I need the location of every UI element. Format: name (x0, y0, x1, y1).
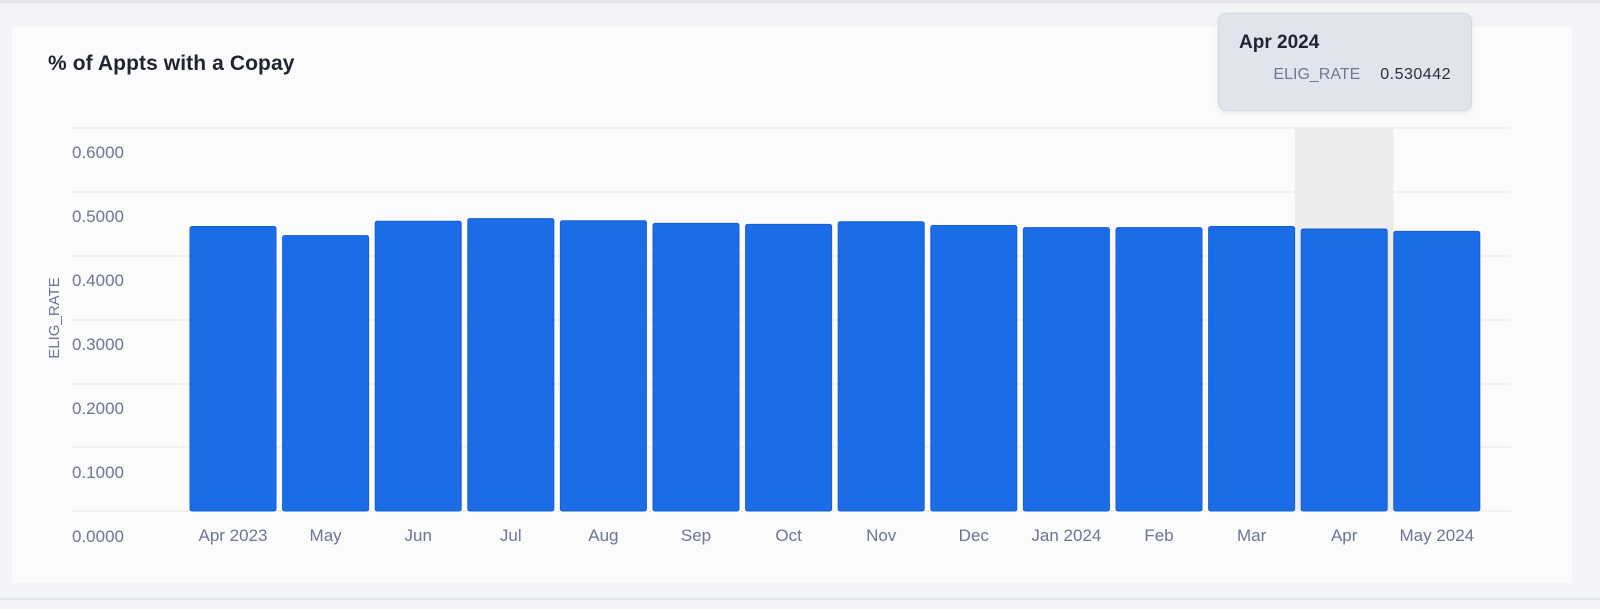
y-tick-label: 0.6000 (72, 143, 124, 162)
x-tick-label: Jul (500, 526, 522, 545)
y-tick-label: 0.1000 (72, 463, 124, 482)
bar-may-2024[interactable] (1393, 230, 1481, 512)
x-tick-label: Jan 2024 (1031, 526, 1101, 545)
bar-jan-2024[interactable] (1022, 227, 1110, 512)
bottom-divider (0, 598, 1600, 600)
x-tick-label: Mar (1237, 526, 1267, 545)
tooltip: Apr 2024 ELIG_RATE 0.530442 (1218, 13, 1472, 111)
bar-sep[interactable] (652, 222, 740, 512)
bar-dec[interactable] (930, 224, 1018, 512)
x-tick-label: Sep (681, 526, 711, 545)
x-tick-label: Nov (866, 526, 897, 545)
bars[interactable] (189, 218, 1481, 512)
x-tick-label: May 2024 (1399, 526, 1474, 545)
y-axis-label: ELIG_RATE (46, 277, 63, 358)
chart-title: % of Appts with a Copay (48, 52, 295, 75)
bar-jun[interactable] (374, 220, 462, 512)
x-tick-label: May (310, 526, 343, 545)
tooltip-title: Apr 2024 (1239, 32, 1320, 53)
bar-jul[interactable] (467, 218, 555, 512)
y-tick-label: 0.3000 (72, 335, 124, 354)
bar-mar[interactable] (1208, 226, 1296, 512)
x-tick-label: Jun (404, 526, 431, 545)
tooltip-series-name: ELIG_RATE (1273, 66, 1361, 83)
bar-apr-2023[interactable] (189, 226, 277, 512)
bar-oct[interactable] (745, 223, 833, 512)
x-tick-label: Apr 2023 (199, 526, 268, 545)
bar-aug[interactable] (559, 220, 647, 512)
bar-feb[interactable] (1115, 227, 1203, 512)
y-tick-label: 0.2000 (72, 399, 124, 418)
x-tick-label: Aug (588, 526, 618, 545)
bar-apr[interactable] (1300, 228, 1388, 512)
y-tick-label: 0.5000 (72, 207, 124, 226)
tooltip-value: 0.530442 (1380, 66, 1451, 83)
x-tick-label: Oct (775, 526, 802, 545)
top-divider (0, 0, 1600, 3)
x-tick-label: Apr (1331, 526, 1358, 545)
bar-may[interactable] (282, 235, 370, 512)
y-tick-label: 0.0000 (72, 527, 124, 546)
x-axis-ticks: Apr 2023 May Jun Jul Aug Sep Oct Nov Dec Jan 2024… (199, 526, 1475, 545)
y-tick-label: 0.4000 (72, 271, 124, 290)
x-tick-label: Dec (959, 526, 990, 545)
y-axis-ticks: 0.0000 0.1000 0.2000 0.3000 0.4000 0.5000 0.60… (72, 143, 124, 546)
tooltip-row: ELIG_RATE 0.530442 (1239, 66, 1451, 84)
x-tick-label: Feb (1144, 526, 1173, 545)
bar-nov[interactable] (837, 221, 925, 512)
